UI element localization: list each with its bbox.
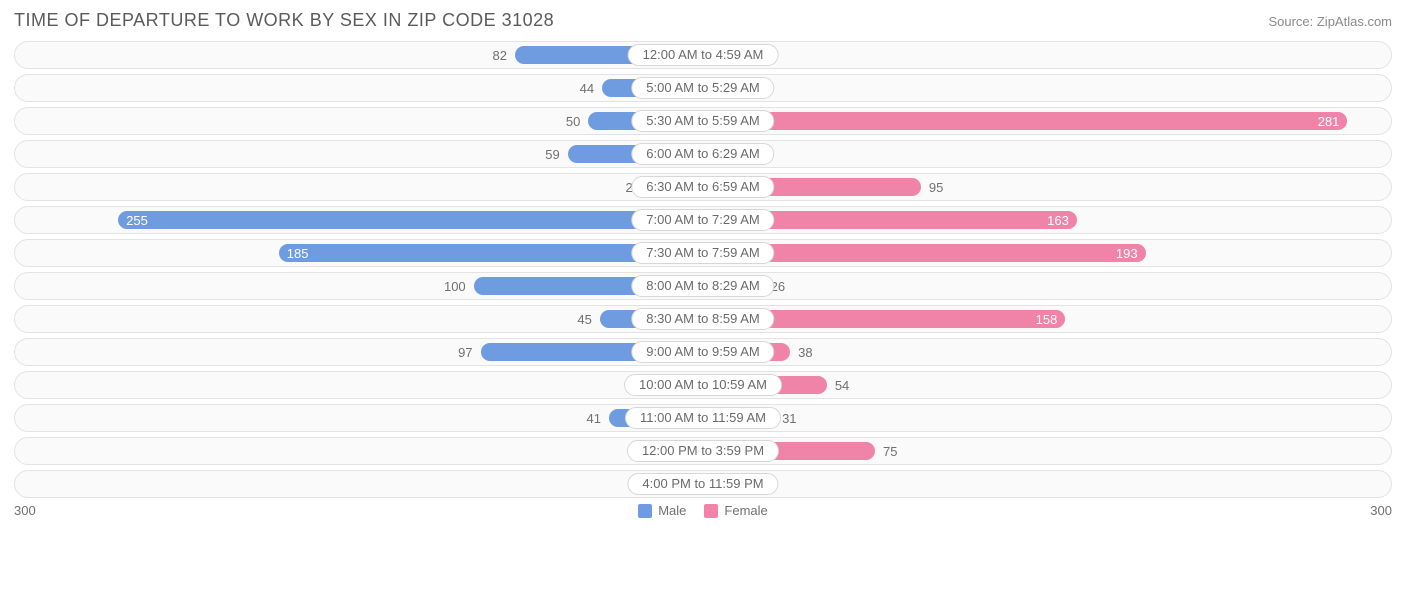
category-label: 6:00 AM to 6:29 AM bbox=[631, 143, 774, 165]
table-row: 24956:30 AM to 6:59 AM bbox=[14, 173, 1392, 201]
legend-female: Female bbox=[704, 503, 767, 518]
table-row: 255 163 7:00 AM to 7:29 AM bbox=[14, 206, 1392, 234]
legend-swatch-male bbox=[638, 504, 652, 518]
table-row: 207512:00 PM to 3:59 PM bbox=[14, 437, 1392, 465]
category-label: 8:30 AM to 8:59 AM bbox=[631, 308, 774, 330]
table-row: 185410:00 AM to 10:59 AM bbox=[14, 371, 1392, 399]
value-male: 100 bbox=[436, 279, 474, 294]
category-label: 9:00 AM to 9:59 AM bbox=[631, 341, 774, 363]
table-row: 50 281 5:30 AM to 5:59 AM bbox=[14, 107, 1392, 135]
diverging-bar-chart: 82012:00 AM to 4:59 AM 44185:00 AM to 5:2… bbox=[14, 41, 1392, 498]
value-male: 50 bbox=[558, 114, 588, 129]
value-female: 163 bbox=[1039, 213, 1077, 228]
axis-left-max: 300 bbox=[14, 503, 36, 518]
category-label: 5:30 AM to 5:59 AM bbox=[631, 110, 774, 132]
category-label: 11:00 AM to 11:59 AM bbox=[625, 407, 781, 429]
category-label: 5:00 AM to 5:29 AM bbox=[631, 77, 774, 99]
chart-footer: 300 Male Female 300 bbox=[14, 503, 1392, 518]
category-label: 4:00 PM to 11:59 PM bbox=[627, 473, 778, 495]
table-row: 45 158 8:30 AM to 8:59 AM bbox=[14, 305, 1392, 333]
chart-source: Source: ZipAtlas.com bbox=[1268, 14, 1392, 29]
legend-male: Male bbox=[638, 503, 686, 518]
category-label: 12:00 PM to 3:59 PM bbox=[627, 440, 779, 462]
table-row: 100268:00 AM to 8:29 AM bbox=[14, 272, 1392, 300]
table-row: 413111:00 AM to 11:59 AM bbox=[14, 404, 1392, 432]
category-label: 8:00 AM to 8:29 AM bbox=[631, 275, 774, 297]
legend-label-male: Male bbox=[658, 503, 686, 518]
value-male: 44 bbox=[572, 81, 602, 96]
value-male: 59 bbox=[537, 147, 567, 162]
table-row: 97 38 9:00 AM to 9:59 AM bbox=[14, 338, 1392, 366]
value-female: 75 bbox=[875, 444, 905, 459]
category-label: 7:00 AM to 7:29 AM bbox=[631, 209, 774, 231]
value-male: 97 bbox=[450, 345, 480, 360]
value-female: 281 bbox=[1310, 114, 1348, 129]
category-label: 6:30 AM to 6:59 AM bbox=[631, 176, 774, 198]
bar-male: 255 bbox=[118, 211, 703, 229]
category-label: 10:00 AM to 10:59 AM bbox=[624, 374, 782, 396]
value-male: 41 bbox=[579, 411, 609, 426]
legend-swatch-female bbox=[704, 504, 718, 518]
value-male: 185 bbox=[279, 246, 317, 261]
value-female: 38 bbox=[790, 345, 820, 360]
table-row: 185 193 7:30 AM to 7:59 AM bbox=[14, 239, 1392, 267]
category-label: 7:30 AM to 7:59 AM bbox=[631, 242, 774, 264]
value-female: 193 bbox=[1108, 246, 1146, 261]
chart-header: TIME OF DEPARTURE TO WORK BY SEX IN ZIP … bbox=[14, 10, 1392, 31]
chart-title: TIME OF DEPARTURE TO WORK BY SEX IN ZIP … bbox=[14, 10, 554, 31]
value-female: 158 bbox=[1028, 312, 1066, 327]
table-row: 0174:00 PM to 11:59 PM bbox=[14, 470, 1392, 498]
value-female: 95 bbox=[921, 180, 951, 195]
bar-female: 281 bbox=[703, 112, 1347, 130]
category-label: 12:00 AM to 4:59 AM bbox=[628, 44, 779, 66]
value-female: 54 bbox=[827, 378, 857, 393]
table-row: 82012:00 AM to 4:59 AM bbox=[14, 41, 1392, 69]
value-male: 82 bbox=[484, 48, 514, 63]
value-male: 255 bbox=[118, 213, 156, 228]
table-row: 44185:00 AM to 5:29 AM bbox=[14, 74, 1392, 102]
legend: Male Female bbox=[638, 503, 768, 518]
value-male: 45 bbox=[569, 312, 599, 327]
table-row: 59196:00 AM to 6:29 AM bbox=[14, 140, 1392, 168]
axis-right-max: 300 bbox=[1370, 503, 1392, 518]
legend-label-female: Female bbox=[724, 503, 767, 518]
